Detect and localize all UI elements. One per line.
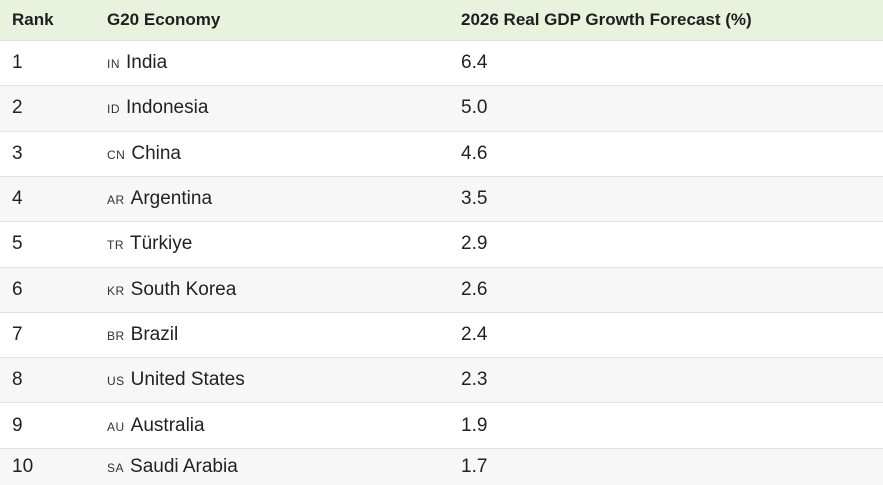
economy-name: India — [126, 52, 168, 74]
forecast-cell: 6.4 — [461, 52, 488, 74]
economy-cell: TR Türkiye — [107, 233, 192, 255]
economy-name: United States — [130, 369, 245, 391]
economy-cell: KR South Korea — [107, 279, 236, 301]
table-row: 2 ID Indonesia 5.0 — [0, 85, 883, 131]
header-forecast: 2026 Real GDP Growth Forecast (%) — [461, 10, 752, 29]
rank-cell: 3 — [12, 142, 23, 164]
table-row: 8 US United States 2.3 — [0, 357, 883, 403]
economy-name: Saudi Arabia — [130, 455, 238, 477]
flag-icon: US — [107, 374, 125, 389]
forecast-cell: 1.7 — [461, 455, 488, 477]
flag-icon: CN — [107, 147, 126, 162]
rank-cell: 8 — [12, 369, 23, 391]
forecast-cell: 2.6 — [461, 278, 488, 300]
table-header: Rank G20 Economy 2026 Real GDP Growth Fo… — [0, 0, 883, 40]
economy-cell: AR Argentina — [107, 188, 212, 210]
rank-cell: 5 — [12, 233, 23, 255]
flag-icon: AR — [107, 193, 125, 208]
economy-cell: SA Saudi Arabia — [107, 456, 238, 478]
forecast-cell: 5.0 — [461, 97, 488, 119]
economy-name: Australia — [130, 414, 205, 436]
header-economy: G20 Economy — [107, 10, 221, 29]
flag-icon: AU — [107, 419, 125, 434]
economy-name: Argentina — [130, 188, 213, 210]
rank-cell: 10 — [12, 455, 34, 477]
economy-name: Indonesia — [126, 97, 209, 119]
flag-icon: KR — [107, 283, 125, 298]
rank-cell: 2 — [12, 97, 23, 119]
economy-name: Brazil — [130, 323, 179, 345]
economy-name: Türkiye — [130, 233, 193, 255]
forecast-cell: 3.5 — [461, 188, 488, 210]
forecast-cell: 2.4 — [461, 323, 488, 345]
rank-cell: 9 — [12, 414, 23, 436]
forecast-cell: 2.9 — [461, 233, 488, 255]
table-row: 10 SA Saudi Arabia 1.7 — [0, 447, 883, 485]
forecast-cell: 2.3 — [461, 369, 488, 391]
table-row: 1 IN India 6.4 — [0, 40, 883, 86]
rank-cell: 6 — [12, 278, 23, 300]
flag-icon: IN — [107, 57, 120, 72]
forecast-cell: 4.6 — [461, 142, 488, 164]
economy-cell: US United States — [107, 369, 245, 391]
table-row: 6 KR South Korea 2.6 — [0, 266, 883, 312]
rank-cell: 1 — [12, 52, 23, 74]
flag-icon: SA — [107, 460, 125, 475]
header-rank: Rank — [12, 10, 54, 29]
rank-cell: 7 — [12, 323, 23, 345]
table-row: 5 TR Türkiye 2.9 — [0, 221, 883, 267]
flag-icon: BR — [107, 328, 125, 343]
table-row: 7 BR Brazil 2.4 — [0, 311, 883, 358]
economy-name: South Korea — [130, 278, 237, 300]
economy-cell: ID Indonesia — [107, 97, 208, 119]
flag-icon: TR — [107, 238, 124, 253]
economy-cell: CN China — [107, 143, 181, 165]
economy-name: China — [131, 142, 181, 164]
table-row: 3 CN China 4.6 — [0, 130, 883, 176]
rank-cell: 4 — [12, 188, 23, 210]
economy-cell: IN India — [107, 52, 167, 74]
economy-cell: BR Brazil — [107, 324, 178, 346]
flag-icon: ID — [107, 102, 120, 117]
forecast-cell: 1.9 — [461, 414, 488, 436]
table-row: 4 AR Argentina 3.5 — [0, 175, 883, 222]
economy-cell: AU Australia — [107, 415, 205, 437]
table-row: 9 AU Australia 1.9 — [0, 402, 883, 448]
